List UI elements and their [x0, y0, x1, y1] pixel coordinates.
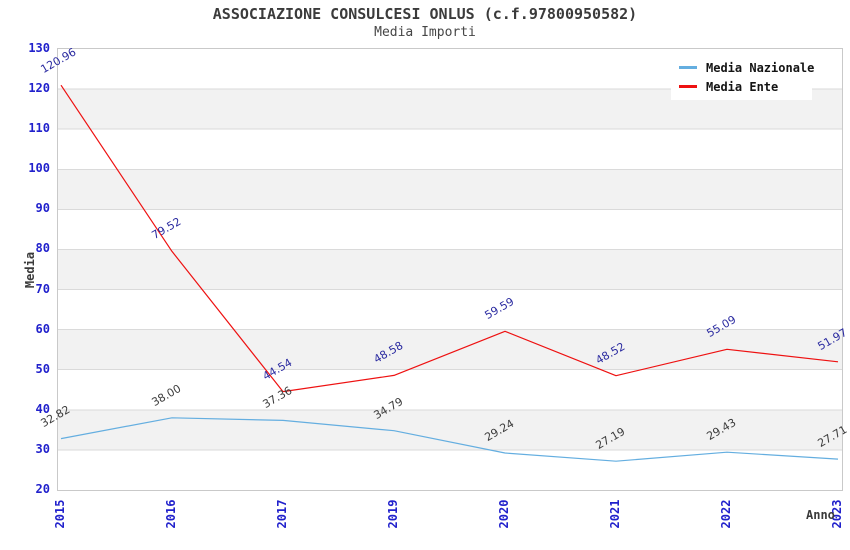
background-band — [58, 369, 842, 410]
x-tick-label: 2016 — [164, 499, 178, 529]
legend-line-swatch — [679, 66, 697, 69]
background-band — [58, 449, 842, 490]
y-tick-label: 90 — [35, 201, 50, 216]
legend-item-label: Media Ente — [706, 79, 779, 94]
chart-subtitle: Media Importi — [374, 25, 476, 40]
x-axis-title: Anno — [806, 508, 835, 522]
y-axis-title: Media — [23, 251, 37, 289]
y-tick-label: 130 — [28, 41, 50, 55]
y-tick-label: 40 — [35, 401, 50, 416]
legend-item-label: Media Nazionale — [706, 60, 815, 75]
y-tick-label: 60 — [35, 321, 50, 336]
background-band — [58, 329, 842, 370]
chart-title: ASSOCIAZIONE CONSULCESI ONLUS (c.f.97800… — [212, 5, 638, 23]
background-band — [58, 209, 842, 250]
legend-item: Media Nazionale — [679, 60, 815, 75]
y-tick-label: 80 — [35, 241, 50, 256]
plot-area — [57, 48, 843, 491]
y-tick-label: 100 — [28, 161, 50, 176]
background-band — [58, 169, 842, 210]
background-band — [58, 129, 842, 170]
y-tick-label: 70 — [35, 281, 50, 296]
x-tick-label: 2021 — [608, 499, 622, 529]
y-tick-label: 30 — [35, 441, 50, 456]
series-line-media-ente — [60, 84, 839, 393]
background-band — [58, 289, 842, 330]
legend: Media Nazionale Media Ente — [671, 54, 815, 100]
y-tick-label: 20 — [35, 482, 50, 496]
x-tick-label: 2019 — [386, 499, 400, 529]
x-tick-label: 2022 — [719, 499, 733, 529]
y-tick-label: 120 — [28, 81, 50, 96]
y-tick-label: 50 — [35, 361, 50, 376]
plot-svg — [58, 49, 842, 490]
series-line-media-nazionale — [60, 417, 839, 462]
x-tick-label: 2015 — [53, 499, 67, 529]
legend-item: Media Ente — [679, 80, 812, 94]
y-tick-label: 110 — [28, 121, 50, 136]
background-band — [58, 249, 842, 290]
legend-line-swatch — [679, 85, 697, 88]
x-tick-label: 2020 — [497, 499, 511, 529]
background-band — [58, 409, 842, 450]
x-tick-label: 2017 — [275, 499, 289, 529]
